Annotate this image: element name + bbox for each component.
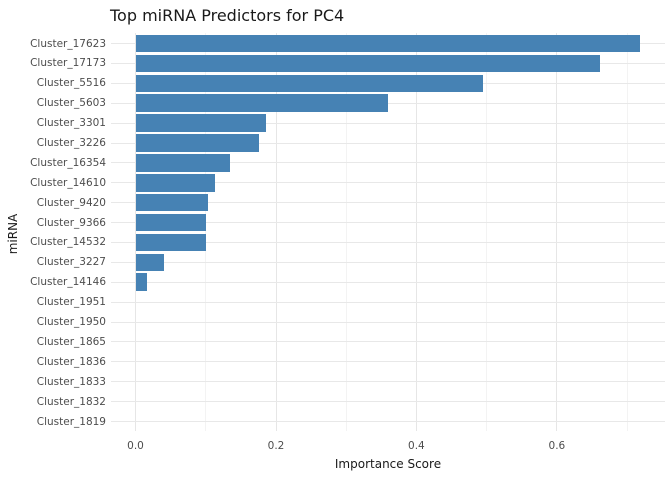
gridline-h: [111, 202, 665, 204]
y-tick-label: Cluster_17173: [30, 57, 106, 70]
x-axis-title: Importance Score: [334, 457, 442, 471]
x-tick-label: 0.0: [127, 440, 144, 452]
y-tick-label: Cluster_1832: [36, 395, 106, 408]
gridline-h: [111, 321, 665, 323]
y-tick-label: Cluster_5516: [36, 77, 106, 90]
y-tick-label: Cluster_1865: [36, 335, 106, 348]
plot-panel: [111, 33, 665, 431]
bar: [135, 154, 231, 172]
gridline-h: [111, 401, 665, 403]
y-tick-label: Cluster_14532: [30, 236, 106, 249]
y-tick-label: Cluster_16354: [30, 156, 106, 169]
bar: [135, 74, 483, 93]
gridline-h: [111, 122, 665, 124]
x-tick-label: 0.4: [408, 440, 425, 452]
gridline-h: [111, 301, 665, 303]
gridline-v-minor: [205, 33, 207, 431]
bar: [135, 213, 207, 232]
gridline-h: [111, 341, 665, 343]
y-tick-label: Cluster_5603: [36, 97, 106, 110]
gridline-v-major: [135, 33, 136, 431]
gridline-h: [111, 281, 665, 283]
bar: [135, 174, 215, 192]
y-tick-label: Cluster_1950: [36, 316, 106, 328]
gridline-h: [111, 182, 665, 184]
gridline-v-major: [556, 33, 558, 431]
gridline-h: [111, 361, 665, 363]
y-tick-label: Cluster_1836: [36, 355, 106, 368]
bar: [135, 94, 389, 112]
x-tick-label: 0.6: [548, 440, 566, 452]
gridline-h: [111, 421, 665, 422]
y-tick-label: Cluster_9366: [36, 216, 106, 229]
bar: [135, 114, 267, 132]
chart-title: Top miRNA Predictors for PC4: [110, 6, 345, 25]
y-tick-label: Cluster_17623: [30, 37, 106, 50]
bar: [135, 273, 148, 291]
gridline-h: [111, 381, 665, 383]
gridline-v-minor: [486, 33, 488, 431]
y-tick-label: Cluster_1833: [36, 375, 106, 388]
gridline-h: [111, 222, 665, 224]
bar: [135, 34, 640, 53]
gridline-v-minor: [626, 33, 628, 431]
bar: [135, 253, 164, 272]
y-tick-label: Cluster_3226: [36, 137, 106, 149]
y-tick-label: Cluster_1819: [36, 415, 106, 428]
y-tick-label: Cluster_3227: [36, 256, 106, 269]
bar: [135, 233, 207, 252]
bar: [135, 193, 208, 212]
gridline-v-major: [415, 33, 417, 431]
gridline-h: [111, 261, 665, 263]
y-tick-label: Cluster_14610: [30, 176, 106, 189]
gridline-v-major: [275, 33, 277, 431]
x-tick-label: 0.2: [267, 440, 285, 452]
gridline-h: [111, 162, 665, 164]
y-tick-label: Cluster_1951: [36, 296, 106, 309]
gridline-h: [111, 142, 665, 144]
gridline-h: [111, 241, 665, 243]
bar: [135, 54, 600, 73]
y-tick-label: Cluster_3301: [36, 117, 106, 130]
y-tick-label: Cluster_9420: [36, 196, 106, 209]
bar: [135, 134, 260, 152]
y-tick-label: Cluster_14146: [30, 276, 106, 289]
gridline-v-minor: [345, 33, 347, 431]
